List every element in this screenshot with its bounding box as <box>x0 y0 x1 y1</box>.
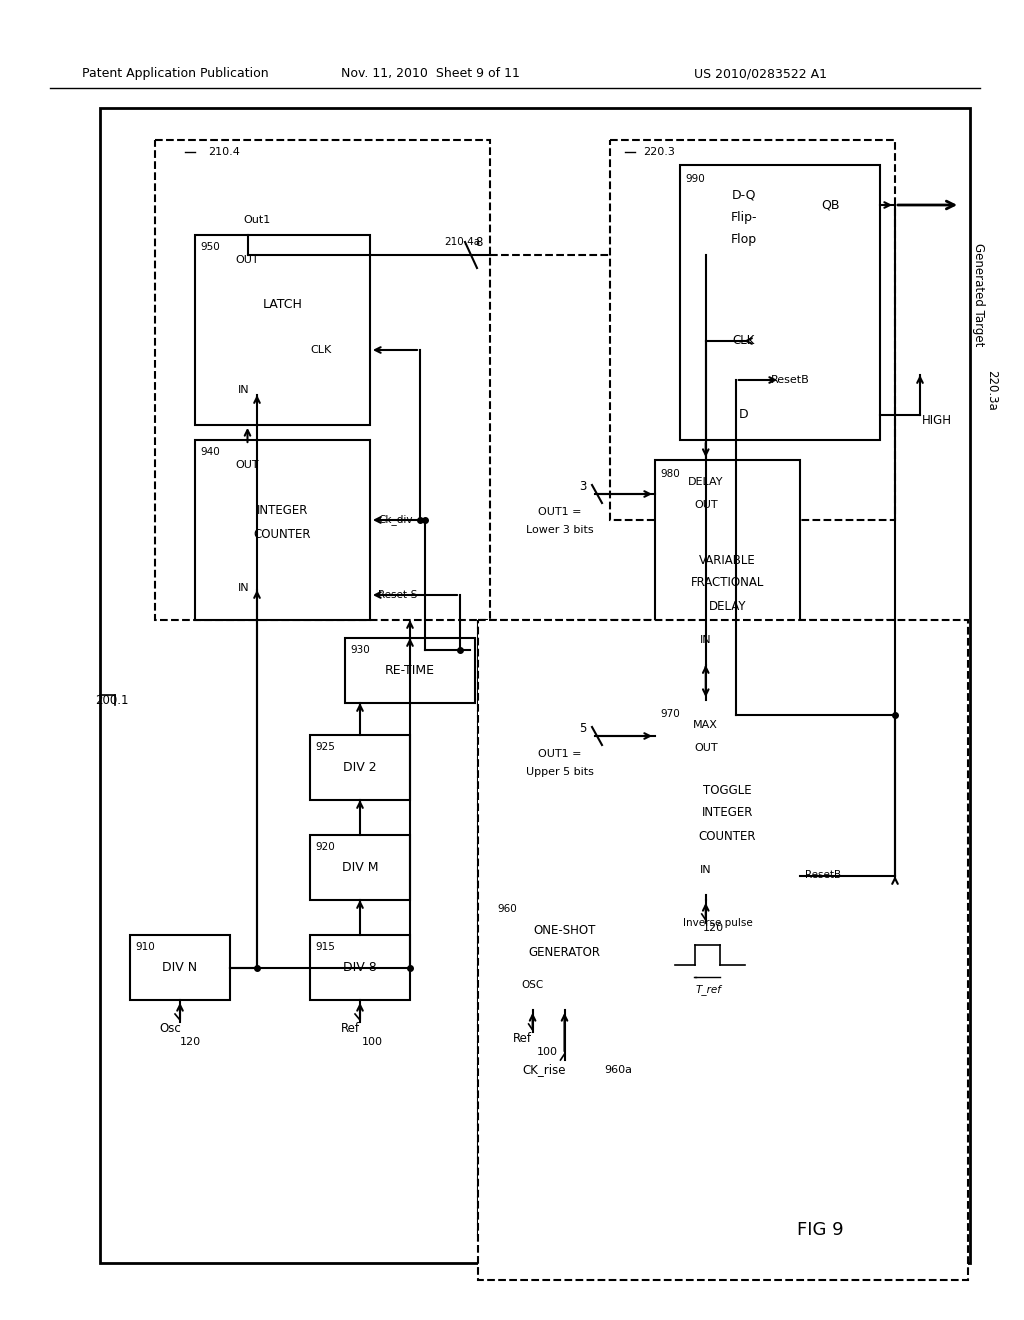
Bar <box>680 165 880 440</box>
Text: DELAY: DELAY <box>688 477 724 487</box>
Text: Ref: Ref <box>513 1031 532 1044</box>
Text: CLK: CLK <box>733 334 755 346</box>
Text: DELAY: DELAY <box>709 599 746 612</box>
Text: HIGH: HIGH <box>922 413 952 426</box>
Text: D-Q: D-Q <box>732 189 757 202</box>
Text: Reset-S: Reset-S <box>378 590 418 601</box>
Text: GENERATOR: GENERATOR <box>528 945 600 958</box>
Text: FRACTIONAL: FRACTIONAL <box>691 577 764 590</box>
Text: 210.4: 210.4 <box>208 147 240 157</box>
Bar <box>310 935 410 1001</box>
Text: OUT: OUT <box>694 500 718 510</box>
Bar <box>610 140 895 520</box>
Text: IN: IN <box>239 583 250 593</box>
Text: QB: QB <box>821 198 840 211</box>
Text: 920: 920 <box>315 842 335 851</box>
Text: OUT: OUT <box>236 459 259 470</box>
Text: 960: 960 <box>497 904 517 913</box>
Text: MAX: MAX <box>693 719 718 730</box>
Text: 940: 940 <box>200 447 220 457</box>
Text: Nov. 11, 2010  Sheet 9 of 11: Nov. 11, 2010 Sheet 9 of 11 <box>341 67 519 81</box>
Bar <box>130 935 230 1001</box>
Text: DIV N: DIV N <box>163 961 198 974</box>
Text: 3: 3 <box>580 479 587 492</box>
Text: Flip-: Flip- <box>731 210 758 223</box>
Text: RE-TIME: RE-TIME <box>385 664 435 677</box>
Text: T_ref: T_ref <box>695 985 721 995</box>
Text: 220.3: 220.3 <box>643 147 675 157</box>
Text: Generated Target: Generated Target <box>972 243 984 347</box>
Text: 120: 120 <box>179 1038 201 1047</box>
Text: FIG 9: FIG 9 <box>797 1221 844 1239</box>
Text: Flop: Flop <box>731 232 757 246</box>
Text: IN: IN <box>700 635 712 645</box>
Text: OUT: OUT <box>236 255 259 265</box>
Text: 120: 120 <box>703 923 724 933</box>
Text: 910: 910 <box>135 942 155 952</box>
Text: Ck_div: Ck_div <box>378 515 413 525</box>
Text: Inverse pulse: Inverse pulse <box>683 917 753 928</box>
Text: Patent Application Publication: Patent Application Publication <box>82 67 268 81</box>
Text: Lower 3 bits: Lower 3 bits <box>526 525 594 535</box>
Bar <box>100 108 970 1263</box>
Text: 210.4a: 210.4a <box>443 238 480 247</box>
Bar <box>195 440 370 620</box>
Text: 950: 950 <box>200 242 220 252</box>
Text: CK_rise: CK_rise <box>522 1064 566 1077</box>
Bar <box>492 895 637 1010</box>
Text: 8: 8 <box>475 235 482 248</box>
Text: OUT1 =: OUT1 = <box>539 507 582 517</box>
Bar <box>655 700 800 900</box>
Bar <box>478 620 895 1239</box>
Bar <box>660 906 775 1001</box>
Text: COUNTER: COUNTER <box>254 528 311 541</box>
Bar <box>310 735 410 800</box>
Text: 930: 930 <box>350 645 370 655</box>
Text: Upper 5 bits: Upper 5 bits <box>526 767 594 777</box>
Text: Out1: Out1 <box>244 215 271 224</box>
Bar <box>345 638 475 704</box>
Bar <box>478 620 968 1280</box>
Text: VARIABLE: VARIABLE <box>699 553 756 566</box>
Text: LATCH: LATCH <box>262 298 302 312</box>
Text: Osc: Osc <box>159 1022 181 1035</box>
Text: ONE-SHOT: ONE-SHOT <box>534 924 596 936</box>
Text: 5: 5 <box>580 722 587 734</box>
Text: CLK: CLK <box>310 345 332 355</box>
Bar <box>310 836 410 900</box>
Text: 100: 100 <box>361 1038 383 1047</box>
Text: TOGGLE: TOGGLE <box>703 784 752 796</box>
Text: ResetB: ResetB <box>805 870 841 880</box>
Text: DIV M: DIV M <box>342 861 378 874</box>
Text: 960a: 960a <box>604 1065 633 1074</box>
Text: INTEGER: INTEGER <box>257 503 308 516</box>
Text: OUT: OUT <box>694 743 718 752</box>
Bar <box>155 140 490 620</box>
Text: 980: 980 <box>660 469 680 479</box>
Text: COUNTER: COUNTER <box>698 829 757 842</box>
Text: IN: IN <box>239 385 250 395</box>
Text: 100: 100 <box>538 1047 558 1057</box>
Bar <box>195 235 370 425</box>
Text: 915: 915 <box>315 942 335 952</box>
Text: OUT1 =: OUT1 = <box>539 748 582 759</box>
Text: INTEGER: INTEGER <box>701 807 754 820</box>
Text: 220.3a: 220.3a <box>985 370 998 411</box>
Text: ResetB: ResetB <box>771 375 809 385</box>
Text: 925: 925 <box>315 742 335 752</box>
Text: 990: 990 <box>685 174 705 183</box>
Bar <box>655 459 800 665</box>
Text: 970: 970 <box>660 709 680 719</box>
Text: DIV 2: DIV 2 <box>343 762 377 774</box>
Text: 200.1: 200.1 <box>95 693 128 706</box>
Text: IN: IN <box>700 865 712 875</box>
Text: Ref: Ref <box>341 1022 359 1035</box>
Text: DIV 8: DIV 8 <box>343 961 377 974</box>
Text: OSC: OSC <box>521 979 544 990</box>
Text: D: D <box>739 408 749 421</box>
Text: US 2010/0283522 A1: US 2010/0283522 A1 <box>693 67 826 81</box>
